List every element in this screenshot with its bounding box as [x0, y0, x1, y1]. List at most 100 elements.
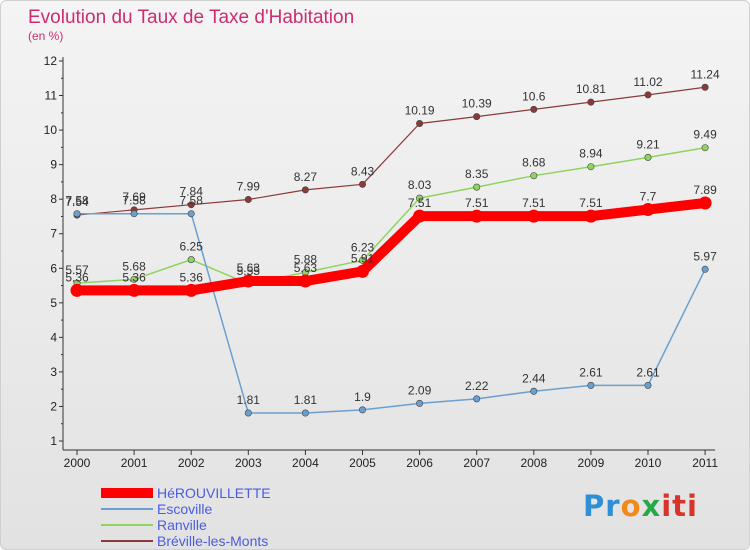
data-label: 8.27 — [294, 170, 318, 184]
legend-swatch — [101, 524, 153, 526]
x-tick-label: 2000 — [64, 456, 91, 470]
data-point — [587, 381, 595, 389]
data-label: 7.51 — [579, 196, 603, 210]
data-label: 5.63 — [294, 261, 318, 275]
legend-item: Escoville — [101, 501, 361, 517]
series-line — [76, 86, 706, 216]
data-label: 5.68 — [122, 259, 146, 273]
data-point — [473, 395, 481, 403]
data-point — [244, 196, 252, 204]
data-label: 1.81 — [294, 393, 318, 407]
logo-part-2: o — [620, 489, 642, 523]
data-point — [473, 183, 481, 191]
data-label: 5.63 — [237, 261, 261, 275]
logo-part-3: x — [641, 489, 662, 523]
data-point — [127, 283, 141, 297]
chart-subtitle: (en %) — [28, 29, 64, 43]
data-point — [641, 203, 655, 217]
data-point — [416, 194, 424, 202]
data-point — [530, 387, 538, 395]
data-point — [358, 256, 366, 264]
legend-label: Escoville — [157, 501, 213, 517]
data-label: 7.58 — [180, 194, 204, 208]
data-point — [644, 381, 652, 389]
legend-label: Bréville-les-Monts — [157, 533, 269, 549]
data-label: 8.03 — [408, 178, 432, 192]
legend-swatch — [101, 508, 153, 510]
data-point — [301, 409, 309, 417]
data-labels-layer: 5.36 5.36 5.36 5.63 5.63 5.91 7.51 7.51 7.51 7.51… — [65, 67, 720, 407]
data-label: 8.35 — [465, 167, 489, 181]
y-tick-label: 3 — [50, 365, 57, 379]
data-label: 5.97 — [693, 249, 717, 263]
data-point — [701, 83, 709, 91]
data-point — [70, 283, 84, 297]
logo-part-1: Pr — [583, 489, 621, 523]
data-label: 5.55 — [237, 264, 261, 278]
data-point — [416, 120, 424, 128]
data-label: 10.6 — [522, 89, 546, 103]
data-label: 7.99 — [237, 180, 261, 194]
data-label: 11.02 — [633, 75, 662, 89]
y-tick-label: 1 — [50, 434, 57, 448]
data-label: 2.09 — [408, 383, 432, 397]
data-label: 7.89 — [693, 183, 717, 197]
data-point — [701, 265, 709, 273]
data-label: 5.36 — [122, 270, 146, 284]
data-label: 7.58 — [122, 194, 146, 208]
series-3 — [73, 83, 709, 219]
x-tick-label: 2011 — [692, 456, 718, 470]
y-tick-label: 10 — [44, 123, 58, 137]
logo-part-4: iti — [661, 489, 698, 523]
data-label: 5.88 — [294, 252, 318, 266]
series-1 — [73, 210, 709, 417]
x-tick-label: 2006 — [406, 456, 433, 470]
data-point — [413, 209, 427, 223]
data-label: 7.84 — [180, 185, 204, 199]
data-point — [358, 406, 366, 414]
data-label: 7.7 — [640, 190, 657, 204]
x-tick-label: 2008 — [520, 456, 547, 470]
data-point — [473, 113, 481, 121]
data-point — [358, 180, 366, 188]
data-label: 5.57 — [65, 263, 89, 277]
data-label: 10.19 — [405, 104, 435, 118]
series-0 — [70, 196, 712, 297]
data-label: 5.91 — [351, 251, 375, 265]
data-point — [130, 275, 138, 283]
data-label: 5.36 — [180, 270, 204, 284]
series-layer — [70, 83, 712, 417]
data-label: 7.51 — [465, 196, 489, 210]
x-tick-label: 2004 — [292, 456, 319, 470]
data-point — [298, 274, 312, 288]
data-point — [584, 209, 598, 223]
data-point — [530, 105, 538, 113]
data-point — [187, 210, 195, 218]
data-label: 7.58 — [65, 194, 89, 208]
data-point — [244, 409, 252, 417]
data-label: 11.24 — [691, 67, 720, 81]
legend-label: HéROUVILLETTE — [157, 485, 271, 501]
data-point — [301, 186, 309, 194]
data-label: 2.61 — [579, 365, 603, 379]
data-label: 10.39 — [462, 97, 492, 111]
data-point — [187, 256, 195, 264]
x-tick-label: 2002 — [178, 456, 205, 470]
data-label: 2.61 — [636, 365, 660, 379]
data-label: 7.54 — [65, 195, 89, 209]
y-tick-label: 12 — [44, 54, 58, 68]
x-tick-label: 2007 — [463, 456, 490, 470]
data-point — [530, 172, 538, 180]
data-point — [701, 144, 709, 152]
y-tick-label: 4 — [50, 330, 57, 344]
y-tick-label: 2 — [50, 399, 57, 413]
data-label: 6.23 — [351, 240, 375, 254]
data-label: 7.69 — [122, 190, 146, 204]
data-label: 1.81 — [237, 393, 261, 407]
series-line — [72, 197, 711, 296]
data-label: 8.94 — [579, 147, 603, 161]
x-tick-label: 2003 — [235, 456, 262, 470]
legend-label: Ranville — [157, 517, 207, 533]
